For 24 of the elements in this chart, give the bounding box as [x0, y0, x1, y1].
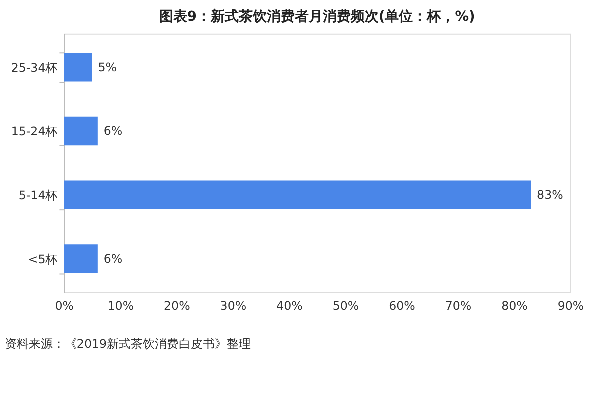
- x-tick-label: 20%: [164, 298, 190, 313]
- x-tick-label: 60%: [389, 298, 416, 313]
- bar: [64, 180, 532, 210]
- x-tick-label: 70%: [445, 298, 472, 313]
- x-tick-label: 10%: [108, 298, 134, 313]
- x-tick-label: 0%: [55, 298, 74, 313]
- data-label: 6%: [104, 124, 123, 138]
- x-tick-label: 80%: [502, 298, 528, 313]
- y-tick-label: <5杯: [28, 252, 58, 266]
- chart-title: 图表9：新式茶饮消费者月消费频次(单位：杯，%): [159, 8, 476, 26]
- x-tick-label: 30%: [220, 298, 247, 313]
- data-label: 83%: [537, 188, 564, 202]
- x-tick-label: 90%: [558, 298, 584, 313]
- y-tick-label: 15-24杯: [11, 124, 58, 139]
- x-tick-label: 50%: [332, 298, 360, 313]
- y-tick-label: 5-14杯: [18, 188, 58, 203]
- y-tick-label: 25-34杯: [11, 60, 58, 75]
- bar: [64, 244, 98, 274]
- x-tick-label: 40%: [276, 298, 303, 313]
- bar: [64, 116, 98, 146]
- bar: [64, 53, 92, 82]
- data-label: 5%: [98, 60, 117, 74]
- data-label: 6%: [104, 252, 123, 266]
- text: 资料来源：《2019新式茶饮消费白皮书》整理: [4, 336, 252, 351]
